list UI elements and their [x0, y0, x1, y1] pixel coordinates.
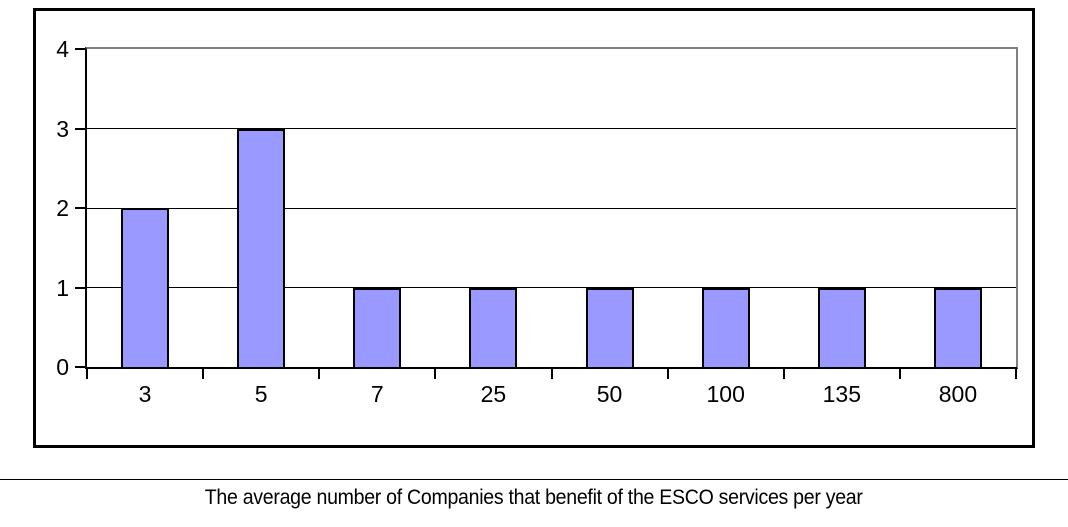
y-axis-tick-3	[75, 127, 85, 130]
x-axis-label-5: 5	[254, 381, 268, 407]
x-axis-tick-7	[898, 367, 901, 379]
chart-caption: The average number of Companies that ben…	[0, 483, 1068, 513]
x-axis-tick-6	[782, 367, 785, 379]
chart-frame: 0 1 2 3 4 3 5 7 25 50 100 135 800	[33, 8, 1035, 448]
x-axis-tick-1	[202, 367, 205, 379]
y-axis-label-4: 4	[56, 36, 69, 62]
gridline-y-1	[87, 287, 1016, 288]
x-axis-label-25: 25	[480, 381, 507, 407]
x-axis-label-800: 800	[938, 381, 978, 407]
bar-800	[933, 287, 982, 367]
y-axis-label-0: 0	[56, 354, 69, 380]
y-axis-tick-2	[75, 207, 85, 209]
gridline-y-3	[87, 128, 1016, 129]
x-axis-tick-0	[86, 367, 88, 379]
bar-5	[237, 128, 286, 367]
bar-3	[121, 208, 170, 367]
x-axis-tick-8	[1015, 367, 1017, 379]
x-axis-tick-4	[550, 367, 553, 379]
x-axis-tick-2	[318, 367, 321, 379]
bar-7	[353, 287, 402, 367]
x-axis-label-50: 50	[596, 381, 623, 407]
x-axis-label-3: 3	[138, 381, 152, 407]
caption-divider	[0, 479, 1068, 480]
x-axis-tick-3	[434, 367, 437, 379]
plot-area: 0 1 2 3 4 3 5 7 25 50 100 135 800	[56, 36, 1018, 407]
y-axis-label-3: 3	[56, 115, 69, 142]
x-axis-tick-5	[666, 367, 669, 379]
y-axis-tick-0	[75, 366, 85, 368]
x-axis-label-100: 100	[706, 381, 745, 407]
bar-100	[701, 287, 750, 367]
gridline-y-2	[87, 207, 1016, 209]
bar-50	[585, 287, 634, 367]
bar-135	[817, 287, 866, 367]
y-axis-label-2: 2	[56, 195, 69, 221]
y-axis-tick-1	[75, 286, 85, 289]
bar-25	[469, 287, 518, 367]
chart-caption-text: The average number of Companies that ben…	[205, 486, 863, 509]
y-axis-tick-4	[75, 48, 85, 50]
x-axis-label-135: 135	[822, 381, 861, 407]
x-axis-label-7: 7	[370, 381, 384, 407]
y-axis-label-1: 1	[56, 274, 69, 301]
